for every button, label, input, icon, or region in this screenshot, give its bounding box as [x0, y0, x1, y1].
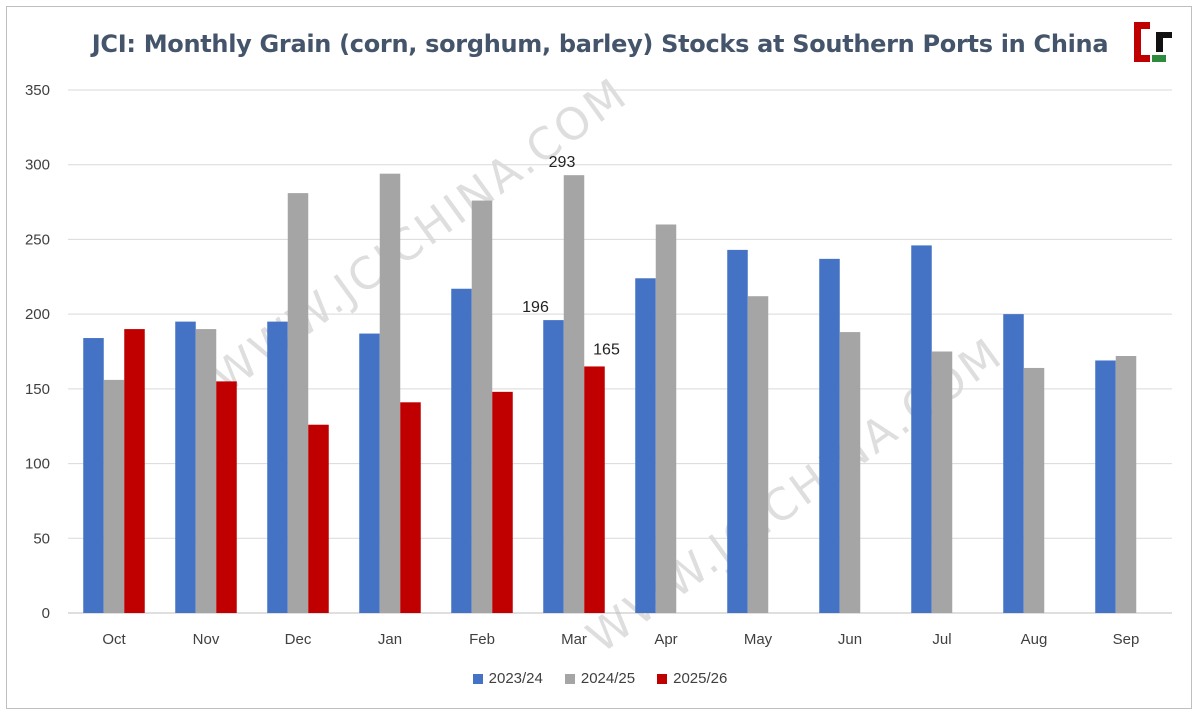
bar-2023-24-jun: [819, 258, 840, 613]
bar-2023-24-may: [727, 249, 748, 614]
x-tick-label: Aug: [1021, 631, 1048, 648]
data-label: 293: [549, 154, 576, 171]
bar-2023-24-nov: [175, 321, 196, 613]
jci-logo-icon: [1134, 22, 1172, 62]
bar-2023-24-jul: [911, 245, 932, 614]
bar-2025-26-dec: [308, 424, 329, 613]
x-axis-ticks: Oct Nov Dec Jan Feb Mar Apr May Jun Jul Aug Sep: [102, 631, 1139, 648]
bar-2023-24-mar: [543, 320, 564, 613]
bar-2024-25-may: [747, 296, 769, 613]
legend-label: 2023/24: [488, 670, 543, 687]
data-label: 196: [522, 299, 549, 316]
data-label: 165: [593, 341, 620, 358]
x-tick-label: Oct: [102, 631, 126, 648]
x-tick-label: Jul: [932, 631, 951, 648]
bar-2025-26-mar: [584, 366, 605, 613]
gridlines: [68, 89, 1172, 614]
bar-2023-24-dec: [267, 321, 288, 613]
chart-frame: [6, 6, 1192, 709]
bar-2024-25-feb: [471, 200, 493, 613]
bar-2024-25-aug: [1023, 367, 1045, 613]
y-tick-label: 200: [25, 306, 50, 323]
x-tick-label: Sep: [1113, 631, 1140, 648]
x-tick-label: Jan: [378, 631, 402, 648]
x-tick-label: Dec: [285, 631, 312, 648]
bar-2025-26-oct: [124, 329, 145, 613]
legend: 2023/24 2024/25 2025/26: [0, 670, 1200, 687]
y-axis-ticks: 0 50 100 150 200 250 300 350: [25, 82, 50, 622]
bar-2025-26-feb: [492, 391, 513, 613]
x-tick-label: Mar: [561, 631, 587, 648]
y-tick-label: 350: [25, 82, 50, 99]
bar-2024-25-mar: [563, 175, 585, 613]
bar-2025-26-jan: [400, 402, 421, 613]
legend-item: 2025/26: [657, 670, 727, 687]
legend-item: 2024/25: [564, 670, 636, 687]
bar-2023-24-oct: [83, 338, 104, 613]
bar-2024-25-nov: [195, 329, 217, 613]
x-tick-label: Apr: [654, 631, 677, 648]
bars: [83, 173, 1137, 614]
bar-2025-26-nov: [216, 381, 237, 613]
x-tick-label: Feb: [469, 631, 495, 648]
legend-swatch: [564, 673, 575, 684]
bar-2023-24-apr: [635, 278, 656, 613]
y-tick-label: 150: [25, 381, 50, 398]
x-tick-label: Jun: [838, 631, 862, 648]
data-labels: 196 293 165: [522, 154, 620, 358]
y-tick-label: 0: [42, 605, 50, 622]
legend-item: 2023/24: [472, 670, 543, 687]
x-tick-label: May: [744, 631, 773, 648]
y-tick-label: 100: [25, 456, 50, 473]
legend-label: 2025/26: [673, 670, 728, 687]
legend-swatch: [472, 673, 483, 684]
y-tick-label: 300: [25, 157, 50, 174]
y-tick-label: 50: [33, 530, 50, 547]
bar-2024-25-oct: [103, 379, 125, 613]
x-tick-label: Nov: [193, 631, 220, 648]
bar-2024-25-jan: [379, 173, 401, 613]
y-tick-label: 250: [25, 231, 50, 248]
chart-title: JCI: Monthly Grain (corn, sorghum, barle…: [91, 30, 1109, 58]
bar-2024-25-jul: [931, 351, 953, 613]
bar-2023-24-feb: [451, 288, 472, 613]
bar-2023-24-sep: [1095, 360, 1116, 613]
bar-2024-25-sep: [1115, 355, 1137, 613]
bar-2024-25-apr: [655, 224, 677, 613]
legend-swatch: [657, 673, 668, 684]
bar-2024-25-jun: [839, 332, 861, 613]
bar-2024-25-dec: [287, 193, 309, 613]
bar-2023-24-jan: [359, 333, 380, 613]
legend-label: 2024/25: [580, 670, 636, 687]
bar-2023-24-aug: [1003, 314, 1024, 613]
